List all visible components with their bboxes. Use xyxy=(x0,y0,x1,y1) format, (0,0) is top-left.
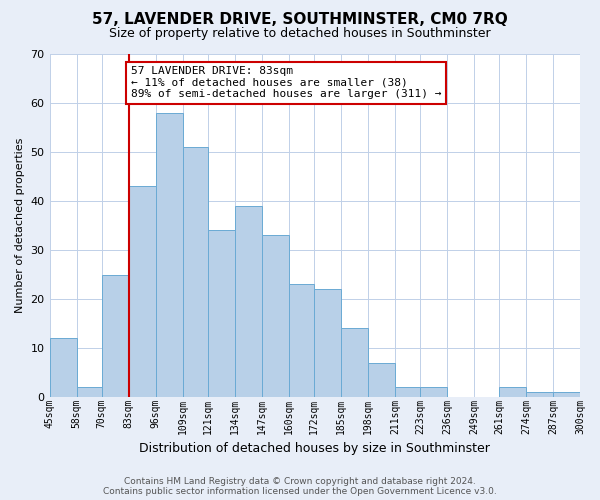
Bar xyxy=(235,206,262,397)
Bar xyxy=(368,362,395,397)
Bar xyxy=(50,338,77,397)
Bar xyxy=(182,147,208,397)
Text: 57, LAVENDER DRIVE, SOUTHMINSTER, CM0 7RQ: 57, LAVENDER DRIVE, SOUTHMINSTER, CM0 7R… xyxy=(92,12,508,28)
Bar xyxy=(155,113,182,397)
Text: Size of property relative to detached houses in Southminster: Size of property relative to detached ho… xyxy=(109,28,491,40)
Bar xyxy=(128,186,155,397)
Bar xyxy=(526,392,553,397)
Bar xyxy=(262,236,289,397)
Bar xyxy=(77,387,101,397)
Y-axis label: Number of detached properties: Number of detached properties xyxy=(15,138,25,313)
Text: Contains HM Land Registry data © Crown copyright and database right 2024.
Contai: Contains HM Land Registry data © Crown c… xyxy=(103,476,497,496)
Bar xyxy=(553,392,580,397)
Bar xyxy=(101,274,128,397)
Bar xyxy=(314,289,341,397)
Bar xyxy=(395,387,420,397)
Bar xyxy=(420,387,447,397)
Bar xyxy=(341,328,368,397)
Bar xyxy=(289,284,314,397)
Text: 57 LAVENDER DRIVE: 83sqm
← 11% of detached houses are smaller (38)
89% of semi-d: 57 LAVENDER DRIVE: 83sqm ← 11% of detach… xyxy=(131,66,441,100)
Bar xyxy=(208,230,235,397)
Bar xyxy=(499,387,526,397)
X-axis label: Distribution of detached houses by size in Southminster: Distribution of detached houses by size … xyxy=(139,442,490,455)
